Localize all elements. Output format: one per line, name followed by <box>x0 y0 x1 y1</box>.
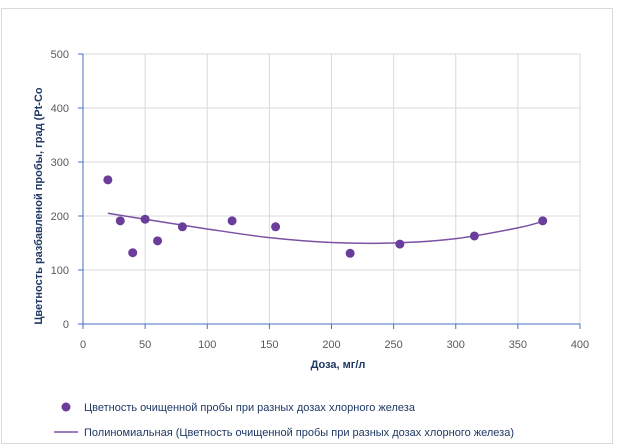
x-tick-label: 400 <box>571 339 589 351</box>
y-tick-label: 0 <box>63 319 69 331</box>
data-point <box>115 216 125 226</box>
y-tick-label: 100 <box>51 265 69 277</box>
legend-label-trendline: Полиномиальная (Цветность очищенной проб… <box>84 427 514 439</box>
grid <box>83 53 581 324</box>
trendline <box>107 212 543 245</box>
data-point <box>153 236 163 246</box>
data-point <box>227 216 237 226</box>
x-tick-label: 50 <box>139 339 151 351</box>
data-point <box>177 222 187 232</box>
x-tick-label: 250 <box>384 339 402 351</box>
y-tick-label: 400 <box>51 103 69 115</box>
points-layer <box>103 175 548 258</box>
x-axis-title: Доза, мг/л <box>311 359 366 371</box>
data-point <box>140 214 150 224</box>
data-point <box>271 222 281 232</box>
x-tick-label: 100 <box>198 339 216 351</box>
x-tick-label: 0 <box>80 339 86 351</box>
axes: 0 50 100 150 200 250 300 350 400 0 100 200 300 400 500 <box>51 49 590 351</box>
legend: Цветность очищенной пробы при разных доз… <box>54 402 514 439</box>
x-tick-label: 300 <box>447 339 465 351</box>
x-tick-label: 150 <box>260 339 278 351</box>
data-point <box>395 239 405 249</box>
y-tick-label: 200 <box>51 211 69 223</box>
y-axis-title: Цветность разбавленой пробы, град (Pt-Co <box>33 87 45 325</box>
x-tick-label: 200 <box>322 339 340 351</box>
data-point <box>469 231 479 241</box>
chart-frame <box>1 8 613 444</box>
data-point <box>538 216 548 226</box>
data-point <box>103 175 113 185</box>
y-tick-label: 500 <box>51 49 69 61</box>
legend-label-series: Цветность очищенной пробы при разных доз… <box>84 402 416 414</box>
y-tick-label: 300 <box>51 157 69 169</box>
legend-marker-series <box>61 402 71 412</box>
trendline-layer <box>107 212 543 245</box>
data-point <box>345 248 355 258</box>
x-tick-label: 350 <box>509 339 527 351</box>
data-point <box>128 248 138 258</box>
